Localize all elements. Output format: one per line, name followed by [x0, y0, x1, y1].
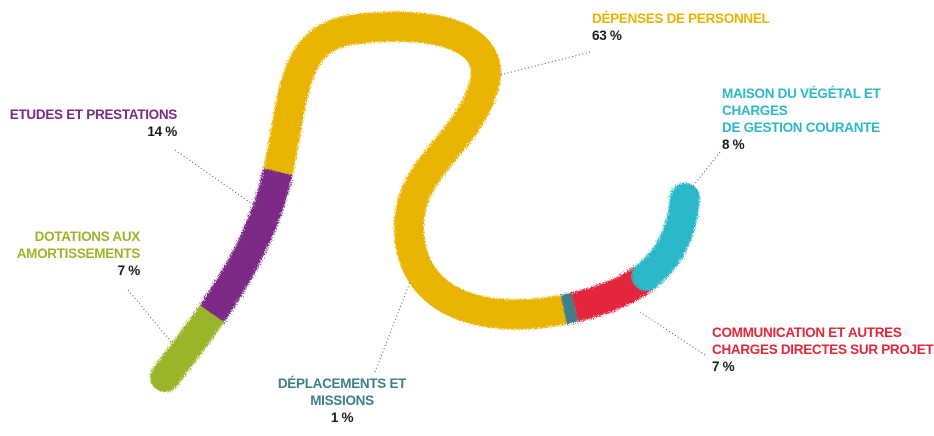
- label: DOTATIONS AUX AMORTISSEMENTS 7 %: [16, 228, 141, 279]
- label: MAISON DU VÉGÉTAL ET CHARGES DE GESTION …: [722, 85, 934, 153]
- worm-body: [150, 11, 700, 392]
- leader-line: [127, 289, 173, 344]
- worm-segment: [152, 11, 700, 386]
- value-label: 7 %: [117, 263, 141, 278]
- category-label: ETUDES ET PRESTATIONS: [9, 107, 178, 122]
- worm-segment: [152, 11, 700, 386]
- value-label: 7 %: [712, 359, 735, 374]
- category-label: DÉPENSES DE PERSONNEL: [592, 11, 770, 26]
- label: DÉPLACEMENTS ET MISSIONS 1 %: [262, 375, 422, 426]
- category-label: MAISON DU VÉGÉTAL ET CHARGES DE GESTION …: [722, 86, 881, 135]
- value-label: 8 %: [722, 137, 745, 152]
- value-label: 63 %: [592, 28, 622, 43]
- label: COMMUNICATION ET AUTRES CHARGES DIRECTES…: [712, 324, 934, 375]
- leader-line: [639, 311, 706, 356]
- leader-line: [174, 149, 259, 209]
- category-label: COMMUNICATION ET AUTRES CHARGES DIRECTES…: [712, 325, 934, 357]
- label: DÉPENSES DE PERSONNEL 63 %: [592, 10, 770, 44]
- worm-segment: [152, 11, 700, 386]
- label: ETUDES ET PRESTATIONS 14 %: [9, 106, 178, 140]
- category-label: DÉPLACEMENTS ET MISSIONS: [277, 376, 407, 408]
- value-label: 14 %: [147, 124, 177, 139]
- leader-line: [374, 281, 411, 373]
- leader-line: [499, 51, 591, 76]
- leader-line: [689, 151, 721, 191]
- value-label: 1 %: [330, 410, 354, 425]
- category-label: DOTATIONS AUX AMORTISSEMENTS: [16, 229, 141, 261]
